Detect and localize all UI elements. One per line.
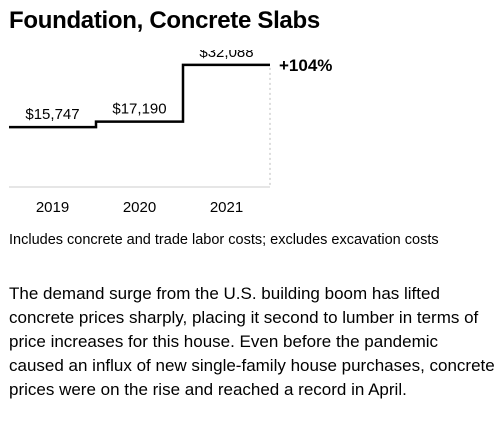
data-label: $32,088 — [199, 50, 253, 61]
x-tick-label: 2020 — [123, 199, 156, 216]
article-paragraph: The demand surge from the U.S. building … — [9, 284, 495, 399]
data-label: $17,190 — [112, 101, 166, 118]
x-tick-label: 2019 — [36, 199, 69, 216]
label-layer: $15,747 2019 $17,190 2020 $32,088 2021 +104% — [25, 50, 332, 216]
change-annotation: +104% — [279, 56, 332, 75]
series-step-line — [9, 63, 270, 129]
axis-layer — [9, 67, 271, 188]
step-chart: $15,747 2019 $17,190 2020 $32,088 2021 +104% — [9, 50, 332, 216]
chart-title: Foundation, Concrete Slabs — [9, 7, 320, 34]
series-layer — [9, 63, 270, 129]
x-tick-label: 2021 — [210, 199, 243, 216]
data-label: $15,747 — [25, 106, 79, 123]
chart-note: Includes concrete and trade labor costs;… — [9, 232, 439, 248]
